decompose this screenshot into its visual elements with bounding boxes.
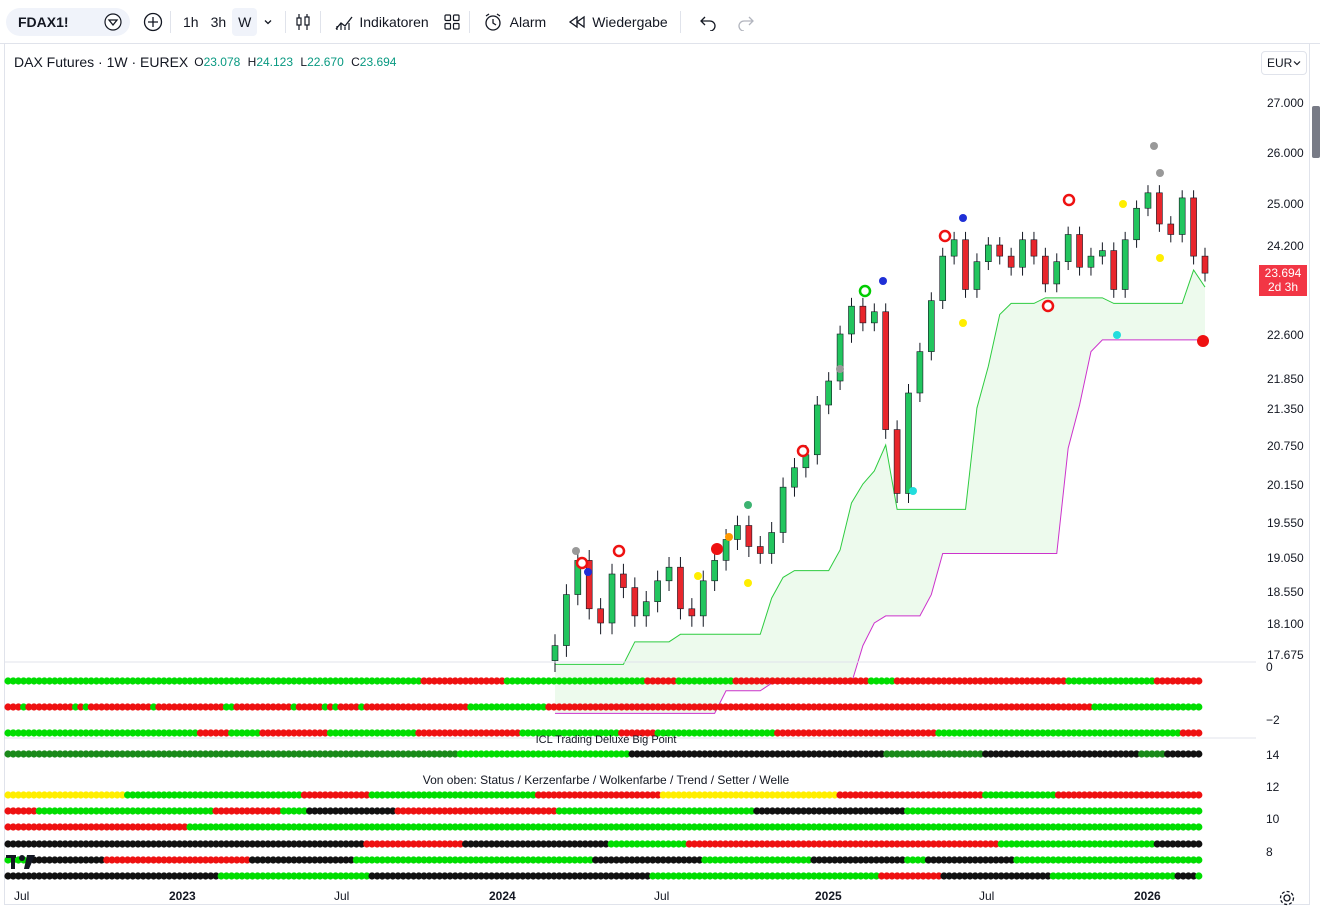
interval-1h[interactable]: 1h <box>183 13 199 30</box>
legend-close-key: C <box>351 55 360 69</box>
price-label: 26.000 <box>1267 146 1304 160</box>
toolbar-divider <box>320 10 322 33</box>
price-label: 18.100 <box>1267 617 1304 631</box>
alert-button[interactable]: Alarm <box>476 8 553 36</box>
bar-countdown: 2d 3h <box>1267 280 1299 294</box>
rewind-icon <box>566 11 588 33</box>
interval-3h[interactable]: 3h <box>210 13 227 30</box>
time-label: Jul <box>979 889 995 903</box>
time-label: 2026 <box>1134 889 1161 903</box>
candle-style-icon[interactable] <box>292 11 314 33</box>
legend-low-value: 22.670 <box>307 55 344 69</box>
indicators-icon <box>333 11 355 33</box>
toolbar-divider <box>468 10 470 33</box>
legend-title: DAX Futures · 1W · EUREX <box>14 54 189 70</box>
legend-high-key: H <box>247 55 257 69</box>
chart-frame <box>4 44 1310 905</box>
price-label: 22.600 <box>1267 328 1304 342</box>
price-label: 19.550 <box>1267 516 1304 530</box>
time-label: Jul <box>334 889 350 903</box>
right-panel-handle[interactable] <box>1312 106 1320 158</box>
legend-low-key: L <box>300 55 308 69</box>
time-label: Jul <box>14 889 30 903</box>
price-label: 17.675 <box>1267 648 1304 662</box>
symbol-search-button[interactable]: FDAX1! <box>6 7 130 36</box>
undo-icon[interactable] <box>697 11 719 33</box>
time-label: 2025 <box>815 889 842 903</box>
time-label: 2023 <box>169 889 196 903</box>
redo-icon[interactable] <box>735 11 757 33</box>
indicators-label: Indikatoren <box>359 13 429 30</box>
alert-label: Alarm <box>509 13 547 30</box>
toolbar-divider <box>679 10 681 33</box>
price-label: 20.750 <box>1267 439 1304 453</box>
top-toolbar: FDAX1! 1h 3h W Indikatoren Alarm Wiederg <box>0 0 1320 44</box>
legend-ohlc: O23.078 H24.123 L22.670 C23.694 <box>194 55 396 69</box>
pane-axis-label: 10 <box>1266 812 1280 826</box>
price-label: 27.000 <box>1267 96 1304 110</box>
currency-label: EUR <box>1267 56 1293 70</box>
chevron-down-icon <box>1293 61 1301 66</box>
pane-axis-label: 12 <box>1266 780 1280 794</box>
price-label: 21.350 <box>1267 402 1304 416</box>
symbol-label: FDAX1! <box>18 13 69 30</box>
settings-gear-icon[interactable] <box>1276 887 1298 909</box>
currency-selector[interactable]: EUR <box>1261 51 1307 75</box>
legend-high-value: 24.123 <box>256 55 294 69</box>
price-label: 20.150 <box>1267 478 1304 492</box>
pane-axis-label: 8 <box>1266 845 1273 859</box>
add-symbol-icon[interactable] <box>142 11 164 33</box>
pane-axis-label: 0 <box>1266 660 1273 674</box>
time-label: Jul <box>654 889 670 903</box>
diamond-icon[interactable] <box>102 11 124 33</box>
chevron-down-icon[interactable] <box>257 11 279 33</box>
chart-legend: DAX Futures · 1W · EUREX O23.078 H24.123… <box>14 54 396 70</box>
price-label: 24.200 <box>1267 239 1304 253</box>
price-label: 25.000 <box>1267 197 1304 211</box>
legend-open-key: O <box>194 55 204 69</box>
pane-axis-label: 14 <box>1266 748 1280 762</box>
legend-open-value: 23.078 <box>203 55 241 69</box>
toolbar-divider <box>285 10 287 33</box>
last-price-tag: 23.694 2d 3h <box>1259 265 1307 296</box>
layouts-icon[interactable] <box>441 11 463 33</box>
legend-close-value: 23.694 <box>359 55 397 69</box>
pane-axis-label: −2 <box>1266 713 1280 727</box>
toolbar-divider <box>170 10 171 33</box>
price-label: 21.850 <box>1267 372 1304 386</box>
alarm-clock-icon <box>482 11 504 33</box>
price-label: 18.550 <box>1267 585 1304 599</box>
time-label: 2024 <box>489 889 516 903</box>
replay-button[interactable]: Wiedergabe <box>560 8 674 36</box>
price-label: 19.050 <box>1267 551 1304 565</box>
replay-label: Wiedergabe <box>592 13 668 30</box>
indicators-button[interactable]: Indikatoren <box>327 8 434 36</box>
interval-w[interactable]: W <box>232 7 258 36</box>
last-price-value: 23.694 <box>1264 266 1302 280</box>
